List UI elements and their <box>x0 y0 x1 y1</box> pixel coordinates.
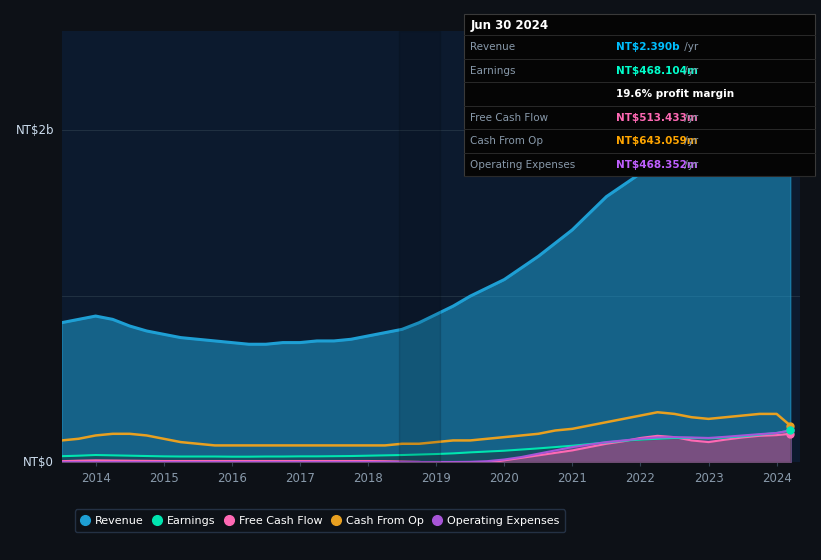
Text: Operating Expenses: Operating Expenses <box>470 160 576 170</box>
Text: /yr: /yr <box>681 66 699 76</box>
Text: NT$2.390b: NT$2.390b <box>616 42 679 52</box>
Legend: Revenue, Earnings, Free Cash Flow, Cash From Op, Operating Expenses: Revenue, Earnings, Free Cash Flow, Cash … <box>76 510 565 532</box>
Text: NT$513.433m: NT$513.433m <box>616 113 698 123</box>
Text: NT$468.352m: NT$468.352m <box>616 160 698 170</box>
Text: NT$0: NT$0 <box>23 455 54 469</box>
Text: /yr: /yr <box>681 113 699 123</box>
Text: Jun 30 2024: Jun 30 2024 <box>470 19 548 32</box>
Text: NT$468.104m: NT$468.104m <box>616 66 698 76</box>
Text: Cash From Op: Cash From Op <box>470 136 544 146</box>
Text: Earnings: Earnings <box>470 66 516 76</box>
Text: /yr: /yr <box>681 160 699 170</box>
Text: Free Cash Flow: Free Cash Flow <box>470 113 548 123</box>
Text: /yr: /yr <box>681 136 699 146</box>
Bar <box>399 31 439 462</box>
Text: Revenue: Revenue <box>470 42 516 52</box>
Text: NT$2b: NT$2b <box>16 124 54 137</box>
Text: /yr: /yr <box>681 42 699 52</box>
Text: NT$643.059m: NT$643.059m <box>616 136 697 146</box>
Text: 19.6% profit margin: 19.6% profit margin <box>616 89 734 99</box>
